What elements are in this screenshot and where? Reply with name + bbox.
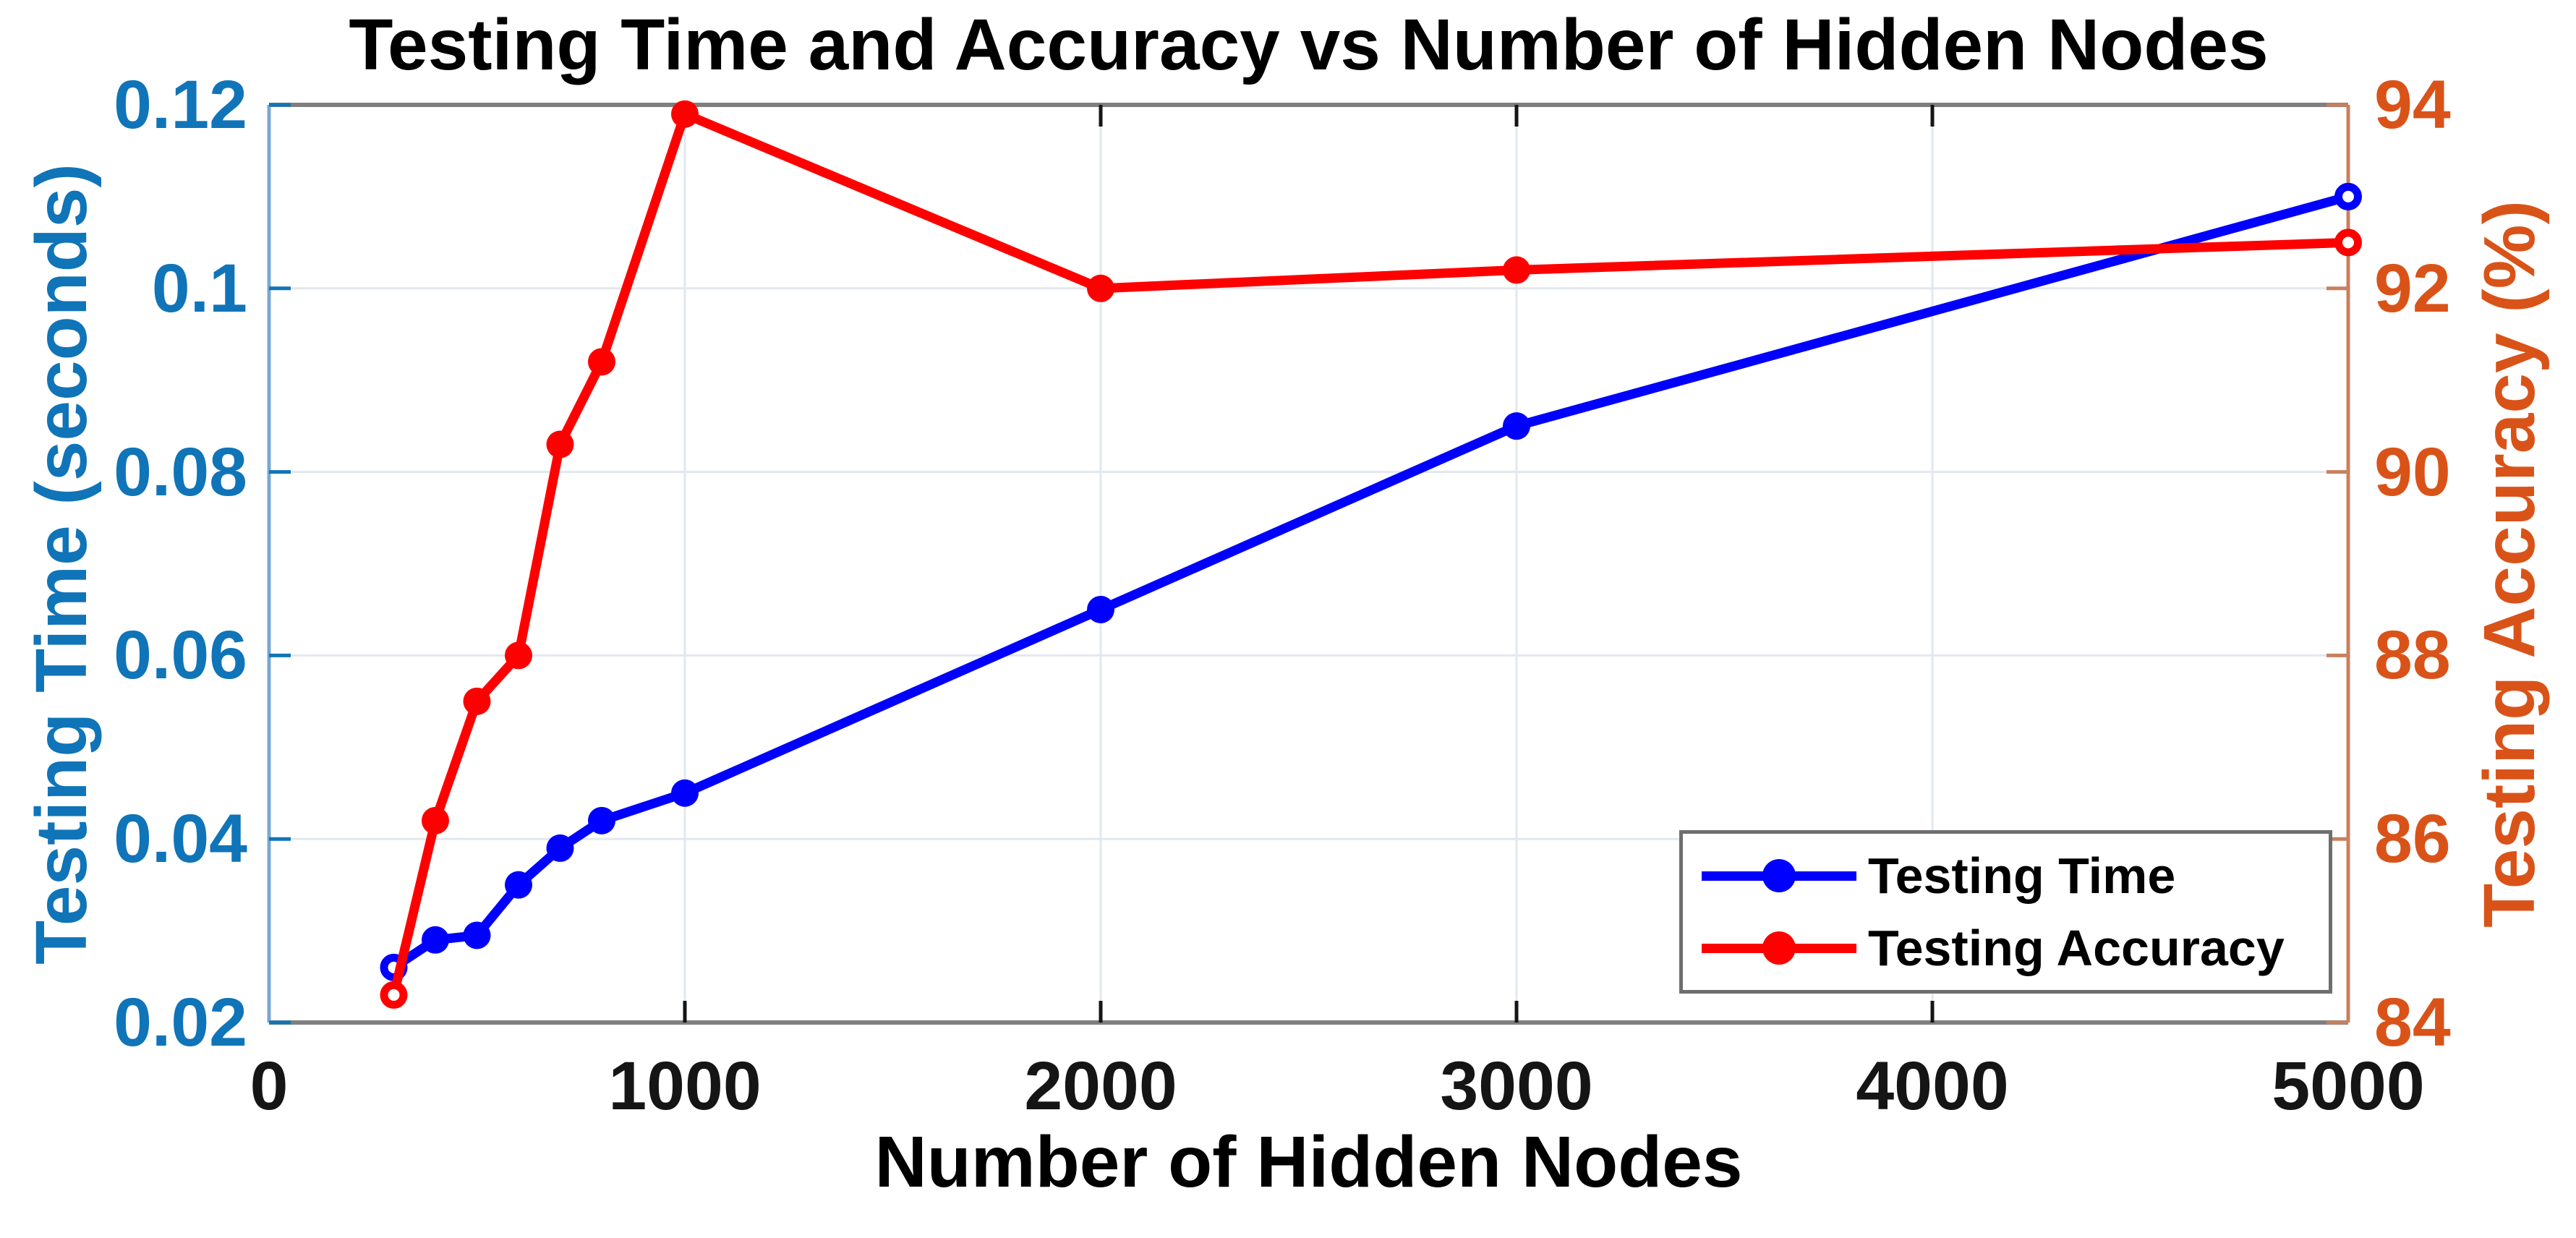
data-point-marker bbox=[2334, 229, 2362, 257]
x-tick-label: 2000 bbox=[1024, 1048, 1177, 1124]
data-point-marker bbox=[380, 981, 408, 1009]
x-axis-label: Number of Hidden Nodes bbox=[874, 1122, 1743, 1203]
data-point-marker bbox=[546, 834, 574, 862]
y-left-tick-label: 0.1 bbox=[151, 249, 247, 327]
data-point-marker bbox=[422, 806, 449, 834]
legend-line-swatch-blue bbox=[1702, 859, 1856, 892]
data-point-marker bbox=[671, 100, 699, 128]
data-point-marker bbox=[463, 921, 491, 949]
y-axis-label-left: Testing Time (seconds) bbox=[21, 163, 102, 965]
data-point-marker bbox=[546, 430, 574, 458]
x-tick-label: 0 bbox=[250, 1048, 289, 1124]
y-left-tick-label: 0.06 bbox=[114, 617, 247, 694]
data-point-marker bbox=[1503, 256, 1530, 284]
testing-accuracy-line bbox=[389, 109, 2353, 1000]
legend-circle-marker-red bbox=[1762, 931, 1796, 965]
data-point-marker bbox=[1087, 274, 1114, 302]
data-point-marker bbox=[1087, 595, 1114, 623]
data-point-marker bbox=[505, 871, 532, 899]
y-right-tick-label: 90 bbox=[2374, 433, 2451, 511]
data-point-marker bbox=[422, 926, 449, 954]
data-point-marker bbox=[463, 687, 491, 715]
series-testing-accuracy bbox=[380, 100, 2362, 1009]
y-left-tick-label: 0.12 bbox=[114, 67, 247, 143]
data-point-marker bbox=[1503, 412, 1530, 440]
legend-label: Testing Time bbox=[1868, 848, 2176, 904]
chart-title: Testing Time and Accuracy vs Number of H… bbox=[349, 4, 2269, 85]
series-testing-time bbox=[380, 182, 2362, 981]
y-axis-label-right: Testing Accuracy (%) bbox=[2469, 200, 2550, 928]
data-point-marker bbox=[671, 779, 699, 807]
data-point-marker bbox=[505, 641, 532, 670]
legend: Testing Time Testing Accuracy bbox=[1679, 830, 2332, 994]
y-left-tick-label: 0.04 bbox=[114, 801, 247, 878]
y-right-tick-label: 94 bbox=[2374, 67, 2451, 143]
x-tick-label: 1000 bbox=[608, 1048, 762, 1124]
legend-line-swatch-red bbox=[1702, 931, 1856, 965]
legend-label: Testing Accuracy bbox=[1868, 920, 2285, 976]
y-right-tick-label: 84 bbox=[2374, 984, 2451, 1061]
y-right-tick-label: 88 bbox=[2374, 617, 2451, 694]
y-left-tick-label: 0.08 bbox=[114, 433, 247, 511]
y-right-tick-label: 86 bbox=[2374, 801, 2451, 878]
data-point-marker bbox=[2334, 182, 2362, 210]
x-tick-label: 5000 bbox=[2272, 1048, 2425, 1124]
legend-item-testing-time: Testing Time bbox=[1702, 842, 2329, 909]
x-tick-label: 4000 bbox=[1856, 1048, 2009, 1124]
y-left-tick-label: 0.02 bbox=[114, 984, 247, 1061]
legend-circle-marker-blue bbox=[1762, 859, 1796, 892]
testing-time-line bbox=[389, 192, 2353, 973]
data-point-marker bbox=[588, 806, 615, 834]
legend-item-testing-accuracy: Testing Accuracy bbox=[1702, 915, 2329, 981]
y-right-tick-label: 92 bbox=[2374, 249, 2451, 327]
x-tick-label: 3000 bbox=[1440, 1048, 1593, 1124]
data-point-marker bbox=[588, 348, 615, 376]
